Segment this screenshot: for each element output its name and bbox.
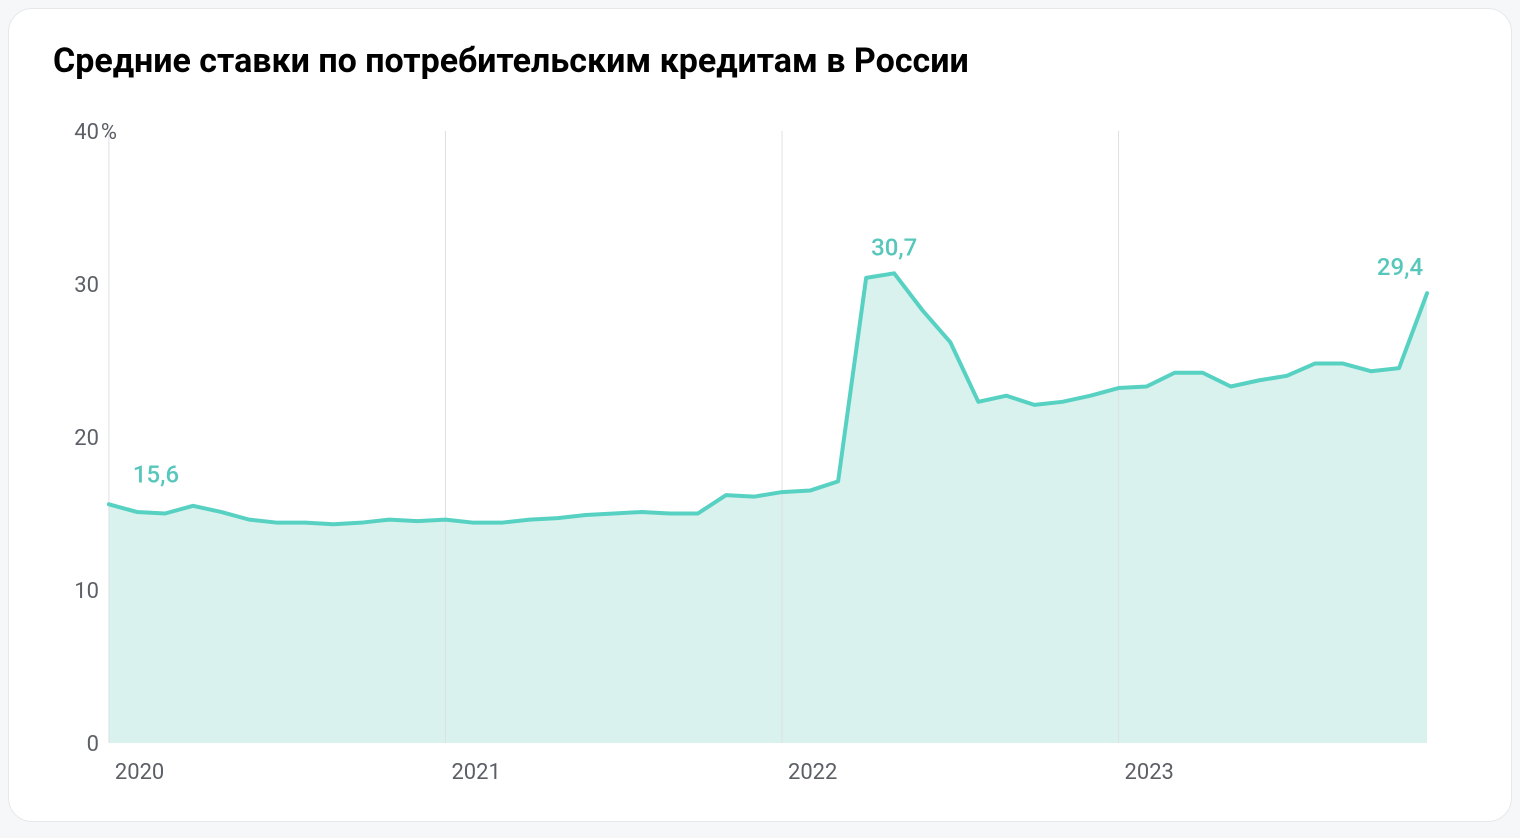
chart-area: 0 10 20 30 40% 2020 2021 2022 2023 15,6 30,7 29,4 (53, 105, 1467, 795)
data-callout: 15,6 (133, 460, 179, 488)
series-area (109, 273, 1427, 743)
x-axis-label: 2021 (451, 760, 500, 785)
y-axis-label: 20 (74, 426, 99, 451)
y-axis-label: 30 (74, 273, 99, 298)
area-chart: 0 10 20 30 40% 2020 2021 2022 2023 15,6 30,7 29,4 (53, 105, 1467, 795)
y-axis-label: 0 (87, 732, 99, 757)
data-callout: 29,4 (1377, 253, 1424, 281)
x-axis-label: 2022 (788, 760, 837, 785)
y-axis-label: 10 (74, 579, 99, 604)
x-axis-label: 2020 (115, 760, 164, 785)
data-callout: 30,7 (871, 233, 917, 261)
chart-title: Средние ставки по потребительским кредит… (53, 41, 1467, 81)
chart-card: Средние ставки по потребительским кредит… (8, 8, 1512, 822)
y-axis-unit: % (101, 120, 117, 145)
x-axis-label: 2023 (1125, 760, 1174, 785)
y-axis-label: 40 (74, 120, 99, 145)
